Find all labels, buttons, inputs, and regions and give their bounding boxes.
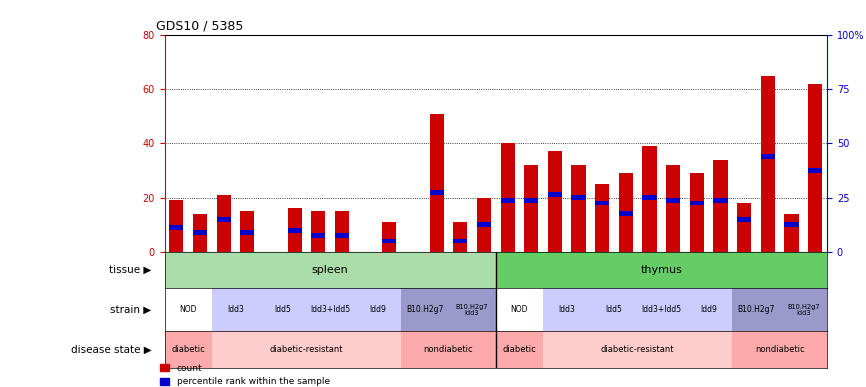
- Bar: [401, 288, 449, 332]
- Text: diabetic: diabetic: [171, 345, 205, 354]
- Bar: [240, 211, 255, 252]
- Bar: [477, 222, 491, 227]
- Text: disease state ▶: disease state ▶: [70, 344, 152, 354]
- Bar: [666, 165, 681, 252]
- Text: spleen: spleen: [312, 265, 348, 275]
- Text: tissue ▶: tissue ▶: [109, 265, 152, 275]
- Bar: [259, 288, 307, 332]
- Bar: [193, 230, 207, 235]
- Bar: [595, 184, 610, 252]
- Bar: [311, 233, 326, 238]
- Bar: [685, 288, 733, 332]
- Bar: [169, 200, 184, 252]
- Bar: [785, 222, 798, 227]
- Bar: [165, 252, 495, 288]
- Bar: [354, 288, 401, 332]
- Bar: [288, 209, 301, 252]
- Bar: [666, 198, 681, 203]
- Bar: [619, 211, 633, 216]
- Bar: [572, 195, 585, 200]
- Bar: [737, 217, 752, 222]
- Bar: [808, 84, 823, 252]
- Text: diabetic-resistant: diabetic-resistant: [269, 345, 343, 354]
- Bar: [637, 288, 685, 332]
- Bar: [453, 239, 468, 243]
- Bar: [572, 165, 585, 252]
- Text: Idd3: Idd3: [227, 305, 244, 314]
- Text: nondiabetic: nondiabetic: [423, 345, 474, 354]
- Text: B10.H2g7: B10.H2g7: [406, 305, 443, 314]
- Bar: [495, 252, 827, 288]
- Bar: [335, 233, 349, 238]
- Text: Idd5: Idd5: [275, 305, 291, 314]
- Bar: [501, 198, 514, 203]
- Text: Idd9: Idd9: [369, 305, 386, 314]
- Bar: [449, 288, 495, 332]
- Bar: [779, 288, 827, 332]
- Bar: [430, 113, 443, 252]
- Bar: [240, 230, 255, 235]
- Bar: [382, 222, 397, 252]
- Text: Idd5: Idd5: [605, 305, 623, 314]
- Text: NOD: NOD: [179, 305, 197, 314]
- Bar: [619, 173, 633, 252]
- Bar: [760, 154, 775, 159]
- Bar: [737, 203, 752, 252]
- Bar: [212, 288, 259, 332]
- Bar: [401, 332, 495, 368]
- Text: strain ▶: strain ▶: [110, 305, 152, 315]
- Bar: [193, 214, 207, 252]
- Text: diabetic: diabetic: [502, 345, 536, 354]
- Bar: [430, 190, 443, 195]
- Bar: [216, 195, 230, 252]
- Bar: [808, 168, 823, 173]
- Bar: [760, 75, 775, 252]
- Text: Idd3: Idd3: [559, 305, 575, 314]
- Text: Idd3+Idd5: Idd3+Idd5: [642, 305, 682, 314]
- Text: nondiabetic: nondiabetic: [755, 345, 805, 354]
- Bar: [785, 214, 798, 252]
- Bar: [543, 288, 591, 332]
- Text: GDS10 / 5385: GDS10 / 5385: [156, 20, 243, 33]
- Text: diabetic-resistant: diabetic-resistant: [601, 345, 675, 354]
- Text: Idd9: Idd9: [701, 305, 717, 314]
- Bar: [643, 146, 656, 252]
- Text: B10.H2g7
Idd3: B10.H2g7 Idd3: [787, 304, 820, 315]
- Bar: [495, 332, 543, 368]
- Bar: [595, 200, 610, 205]
- Bar: [382, 239, 397, 243]
- Text: B10.H2g7: B10.H2g7: [737, 305, 775, 314]
- Text: thymus: thymus: [641, 265, 682, 275]
- Bar: [288, 228, 301, 233]
- Bar: [169, 225, 184, 230]
- Bar: [495, 288, 543, 332]
- Bar: [165, 288, 212, 332]
- Bar: [733, 332, 827, 368]
- Bar: [591, 288, 637, 332]
- Bar: [307, 288, 354, 332]
- Bar: [501, 143, 514, 252]
- Bar: [643, 195, 656, 200]
- Bar: [335, 211, 349, 252]
- Text: B10.H2g7
Idd3: B10.H2g7 Idd3: [456, 304, 488, 315]
- Bar: [165, 332, 212, 368]
- Bar: [524, 165, 539, 252]
- Bar: [543, 332, 733, 368]
- Bar: [212, 332, 401, 368]
- Bar: [690, 200, 704, 205]
- Bar: [524, 198, 539, 203]
- Bar: [690, 173, 704, 252]
- Bar: [714, 198, 727, 203]
- Bar: [311, 211, 326, 252]
- Bar: [453, 222, 468, 252]
- Text: NOD: NOD: [511, 305, 528, 314]
- Bar: [733, 288, 779, 332]
- Bar: [548, 151, 562, 252]
- Bar: [216, 217, 230, 222]
- Text: Idd3+Idd5: Idd3+Idd5: [310, 305, 350, 314]
- Bar: [714, 159, 727, 252]
- Legend: count, percentile rank within the sample: count, percentile rank within the sample: [160, 364, 330, 386]
- Bar: [548, 192, 562, 197]
- Bar: [477, 198, 491, 252]
